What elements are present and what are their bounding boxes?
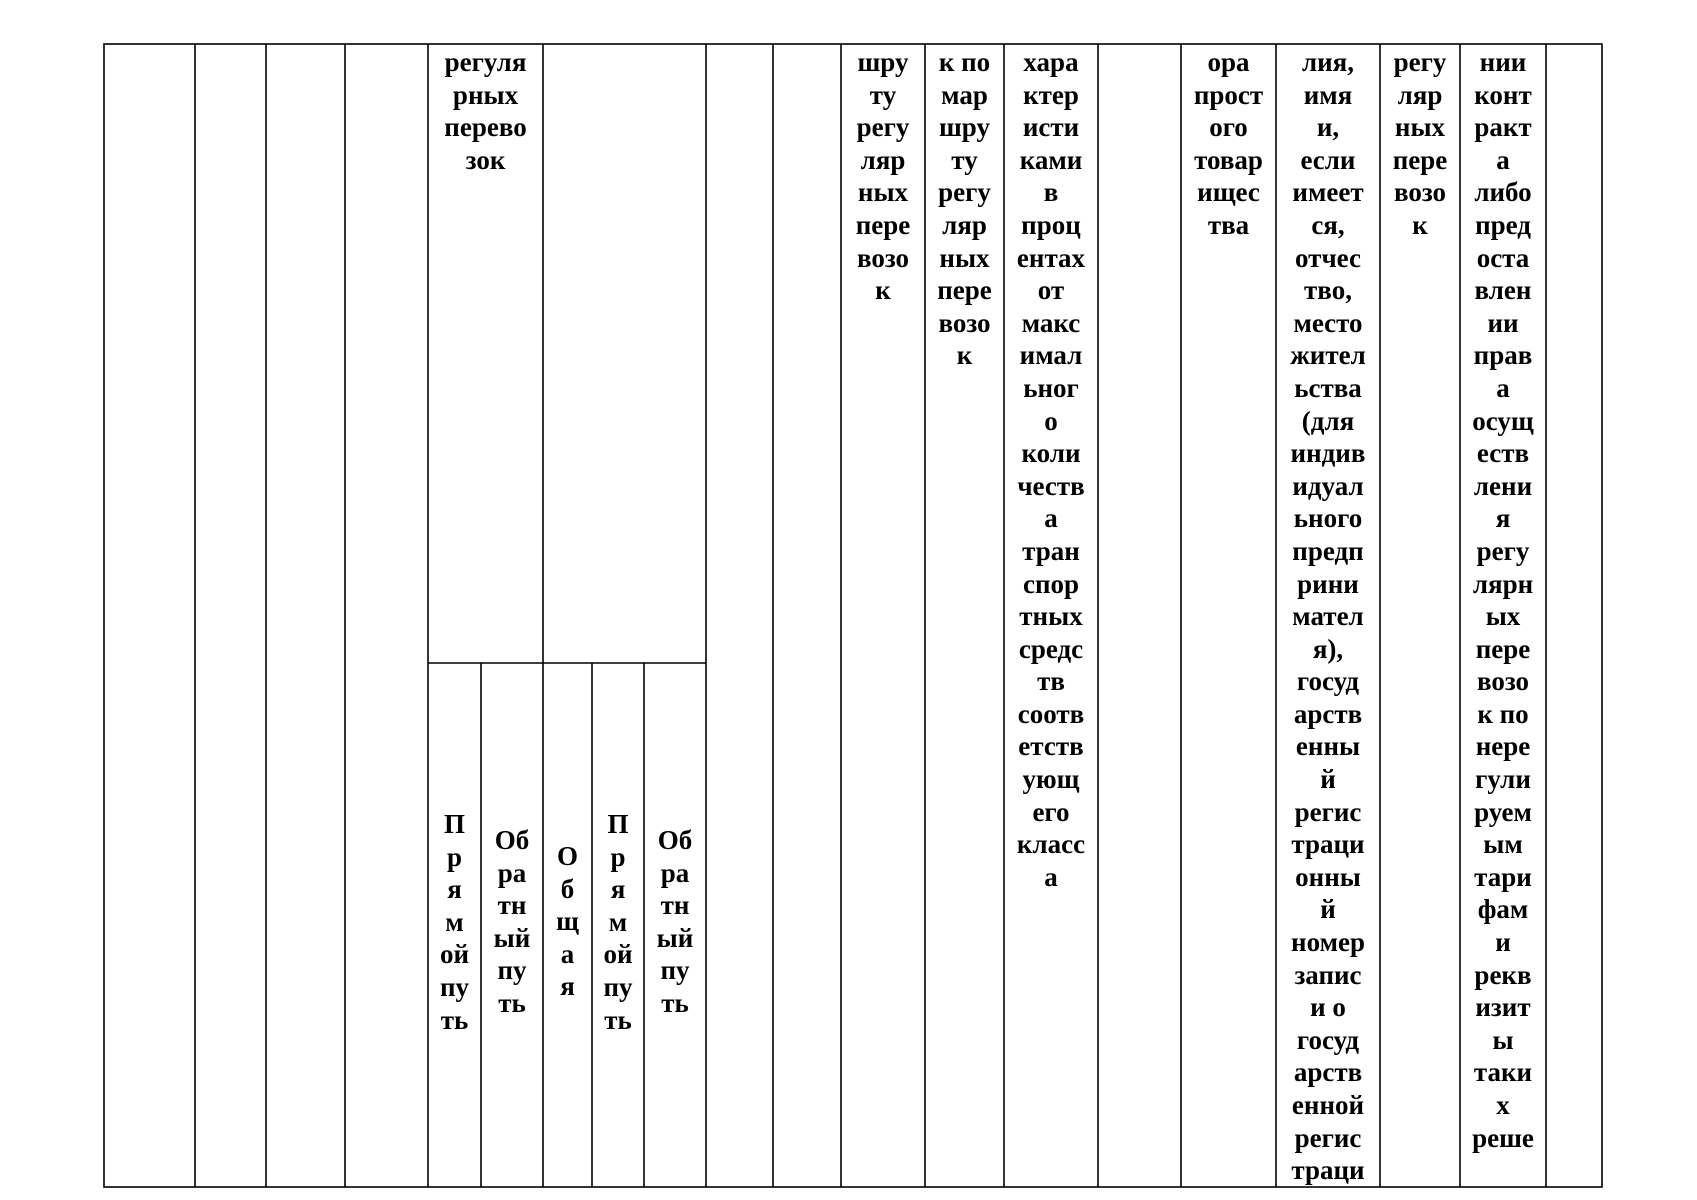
header-regular-transport-c: регу ляр ных пере возо к [1392, 47, 1448, 240]
header-partnership: ора прост ого товар ищес тва [1193, 47, 1264, 240]
subheader-backward-path-1: Об ра тн ый пу ть [493, 825, 531, 1018]
subheader-total: О б щ а я [556, 841, 579, 1002]
header-carrier-name-registration: лия, имя и, если имеет ся, отчес тво, ме… [1290, 47, 1366, 1186]
header-vehicle-characteristics: хара ктер исти ками в проц ентах от макс… [1016, 47, 1086, 892]
subheader-forward-path-1: П р я м ой пу ть [439, 809, 470, 1035]
header-route-regular-a: шру ту регу ляр ных пере возо к [855, 47, 911, 306]
subheader-forward-path-2: П р я м ой пу ть [603, 809, 633, 1035]
header-regular-transport: регуля рных перево зок [444, 47, 527, 175]
header-route-regular-b: к по мар шру ту регу ляр ных пере возо к [937, 47, 992, 371]
subheader-backward-path-2: Об ра тн ый пу ть [656, 825, 694, 1018]
header-contract-details: нии конт ракт а либо пред оста влен ии п… [1472, 47, 1534, 1153]
